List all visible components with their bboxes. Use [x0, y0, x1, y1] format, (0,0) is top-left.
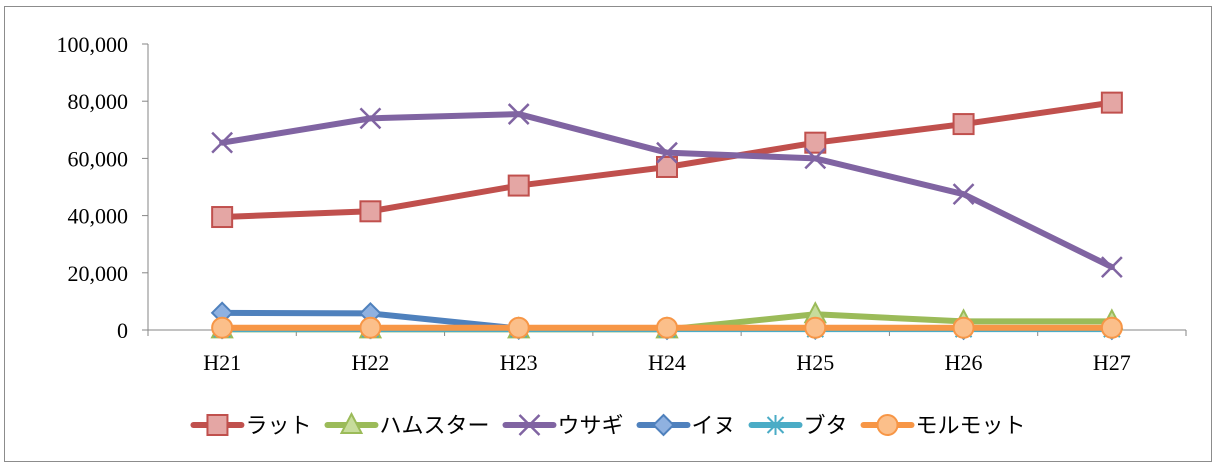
legend-marker	[652, 413, 675, 437]
x-tick-label: H25	[796, 350, 834, 375]
data-point	[952, 183, 975, 206]
data-point	[1100, 256, 1123, 278]
legend-item: モルモット	[860, 414, 1026, 439]
data-point	[656, 141, 678, 164]
data-point	[1100, 91, 1123, 114]
y-tick-label: 0	[117, 318, 128, 343]
legend-marker	[339, 411, 364, 434]
data-point	[952, 316, 975, 339]
series-6	[211, 316, 1123, 339]
data-point	[952, 113, 975, 136]
legend-item: イヌ	[636, 413, 736, 439]
series-line	[219, 111, 1115, 271]
y-tick-label: 40,000	[68, 204, 129, 229]
y-tick-label: 80,000	[68, 89, 129, 114]
legend-label: イヌ	[692, 414, 736, 439]
data-point	[507, 316, 530, 339]
x-tick-label: H21	[203, 350, 241, 375]
y-tick-label: 60,000	[68, 146, 129, 171]
y-tick-label: 100,000	[57, 32, 129, 57]
x-tick-label: H23	[500, 350, 538, 375]
x-tick-label: H24	[648, 350, 686, 375]
data-point	[656, 155, 678, 178]
legend-label: モルモット	[916, 414, 1026, 439]
legend-item: ウサギ	[502, 414, 624, 439]
legend: ラット ハムスター ウサギ イヌ ブタ モルモット	[190, 411, 1026, 439]
legend-marker	[766, 415, 785, 435]
series-1	[211, 91, 1123, 229]
y-tick-label: 20,000	[68, 261, 129, 286]
axes: 0 20,000 40,000 60,000 80,000 100,000 H21 H22 H2…	[57, 32, 1187, 375]
legend-label: ウサギ	[557, 414, 623, 439]
chart-frame	[4, 6, 1212, 462]
x-tick-label: H27	[1093, 350, 1131, 375]
data-point	[804, 131, 827, 154]
data-point	[1100, 316, 1123, 339]
data-point	[507, 174, 530, 197]
legend-label: ラット	[245, 414, 311, 439]
data-point	[211, 131, 234, 154]
legend-item: ブタ	[748, 414, 848, 439]
legend-marker	[206, 414, 229, 436]
data-point	[804, 147, 827, 170]
data-point	[359, 107, 382, 130]
legend-item: ハムスター	[324, 411, 489, 439]
legend-label: ハムスター	[379, 414, 489, 439]
legend-label: ブタ	[804, 414, 848, 439]
data-point	[656, 316, 678, 339]
data-point	[359, 316, 382, 339]
legend-marker	[876, 414, 899, 436]
data-point	[359, 200, 382, 223]
series-lines	[210, 91, 1124, 341]
legend-item: ラット	[190, 414, 311, 439]
x-tick-label: H22	[351, 350, 389, 375]
data-point	[507, 103, 530, 125]
data-point	[804, 316, 827, 339]
data-point	[211, 206, 234, 229]
legend-marker	[518, 414, 541, 436]
data-point	[211, 316, 234, 339]
x-tick-label: H26	[945, 350, 983, 375]
series-3	[211, 103, 1123, 278]
